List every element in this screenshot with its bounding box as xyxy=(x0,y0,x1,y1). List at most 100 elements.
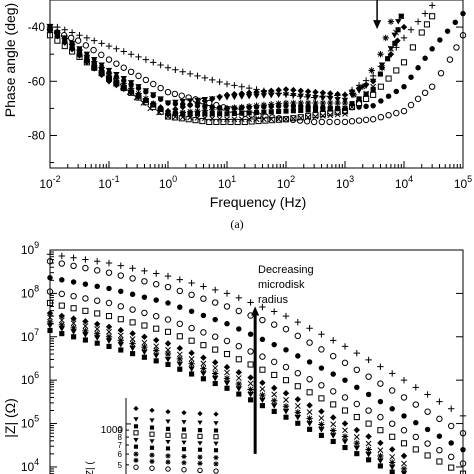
data-point xyxy=(369,116,377,123)
data-point xyxy=(389,370,396,377)
data-point xyxy=(330,371,336,377)
data-point xyxy=(223,363,231,371)
data-point xyxy=(106,76,112,82)
data-point xyxy=(270,321,278,328)
x-tick-label: 10-2 xyxy=(39,174,60,191)
data-point xyxy=(164,283,172,291)
data-point xyxy=(98,40,105,47)
data-point xyxy=(105,338,113,344)
y-tick-label: 106 xyxy=(21,370,39,387)
inset-series-filled-square xyxy=(133,424,219,433)
data-point xyxy=(385,93,392,99)
data-point xyxy=(117,332,124,339)
data-point xyxy=(369,78,377,85)
data-point xyxy=(82,327,89,335)
series-filled-triangle xyxy=(46,323,408,474)
data-point xyxy=(385,56,391,62)
data-point xyxy=(306,421,313,427)
data-point xyxy=(200,283,207,290)
data-point xyxy=(330,414,337,421)
data-point xyxy=(247,391,254,398)
data-point xyxy=(259,353,266,360)
panel-b: 104 105 106 107 108 109 |Z| (Ω) Decreasing mi… xyxy=(2,240,467,474)
data-point xyxy=(235,356,242,363)
data-point xyxy=(223,290,231,297)
data-point xyxy=(290,92,297,99)
data-point xyxy=(259,379,266,386)
data-point xyxy=(377,413,384,421)
data-point xyxy=(247,348,254,355)
data-point xyxy=(206,99,213,107)
data-point xyxy=(304,88,312,95)
data-point xyxy=(197,420,203,426)
data-point xyxy=(389,459,396,466)
data-point xyxy=(91,37,98,44)
data-point xyxy=(201,115,208,122)
data-point xyxy=(181,433,187,439)
data-point xyxy=(91,65,98,72)
panel-a-arrow xyxy=(373,0,382,30)
data-point xyxy=(412,446,419,453)
data-point xyxy=(377,458,384,464)
data-point xyxy=(224,111,230,117)
data-point xyxy=(212,370,219,377)
y-tick-label: 105 xyxy=(21,414,39,431)
data-point xyxy=(150,80,157,88)
data-point xyxy=(117,326,124,334)
y-tick-label: -60 xyxy=(28,74,46,88)
data-point xyxy=(133,417,139,422)
data-point xyxy=(153,336,160,344)
data-point xyxy=(452,19,459,26)
data-point xyxy=(165,409,171,415)
data-point xyxy=(370,86,376,92)
data-point xyxy=(177,366,183,372)
data-point xyxy=(275,100,282,107)
data-point xyxy=(227,118,234,125)
data-point xyxy=(120,48,127,55)
data-point xyxy=(231,116,238,123)
inset-series-asterisk xyxy=(133,451,219,461)
data-point xyxy=(105,299,113,307)
series-cross xyxy=(47,314,407,467)
data-point xyxy=(297,99,304,107)
data-point xyxy=(353,400,361,408)
data-point xyxy=(422,55,428,61)
data-point xyxy=(408,74,414,80)
data-point xyxy=(189,371,195,377)
data-point xyxy=(91,63,97,69)
data-point xyxy=(318,415,325,422)
data-point xyxy=(271,403,278,409)
data-point xyxy=(363,103,369,110)
inset-series-filled-square xyxy=(133,444,219,453)
data-point xyxy=(164,328,172,335)
data-point xyxy=(94,320,101,328)
data-point xyxy=(135,53,142,61)
data-point xyxy=(176,355,183,363)
data-point xyxy=(260,88,268,95)
data-point xyxy=(294,414,301,421)
data-point xyxy=(141,354,147,360)
data-point xyxy=(82,264,89,272)
data-point xyxy=(271,371,278,378)
data-point xyxy=(421,89,429,97)
data-point xyxy=(82,318,89,325)
data-point xyxy=(400,376,408,384)
panel-b-marks xyxy=(46,251,467,474)
data-point xyxy=(389,453,396,460)
data-point xyxy=(164,356,172,363)
data-point xyxy=(129,275,136,282)
data-point xyxy=(436,433,443,439)
data-point xyxy=(212,359,219,366)
data-point xyxy=(429,46,435,52)
inset-minor-label: 7 xyxy=(118,441,123,450)
data-point xyxy=(188,308,195,315)
y-tick-label: -80 xyxy=(28,128,46,142)
data-point xyxy=(268,116,275,123)
data-point xyxy=(295,353,301,359)
data-point xyxy=(224,369,230,376)
data-point xyxy=(223,375,231,382)
data-point xyxy=(377,398,384,405)
data-point xyxy=(389,446,396,453)
data-point xyxy=(318,427,325,433)
data-point xyxy=(400,59,408,66)
